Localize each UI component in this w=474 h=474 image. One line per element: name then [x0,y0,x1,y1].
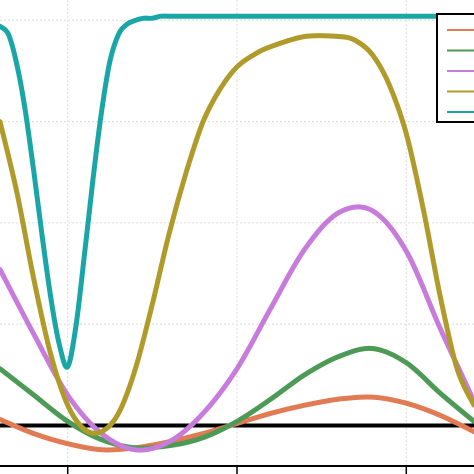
legend [436,13,474,123]
legend-box [436,13,474,123]
series-line-4 [0,33,474,436]
x-axis [0,465,474,474]
series-line-2 [0,345,474,451]
series-line-3 [0,204,474,453]
series-line-5 [0,13,474,370]
series-group [0,13,474,453]
